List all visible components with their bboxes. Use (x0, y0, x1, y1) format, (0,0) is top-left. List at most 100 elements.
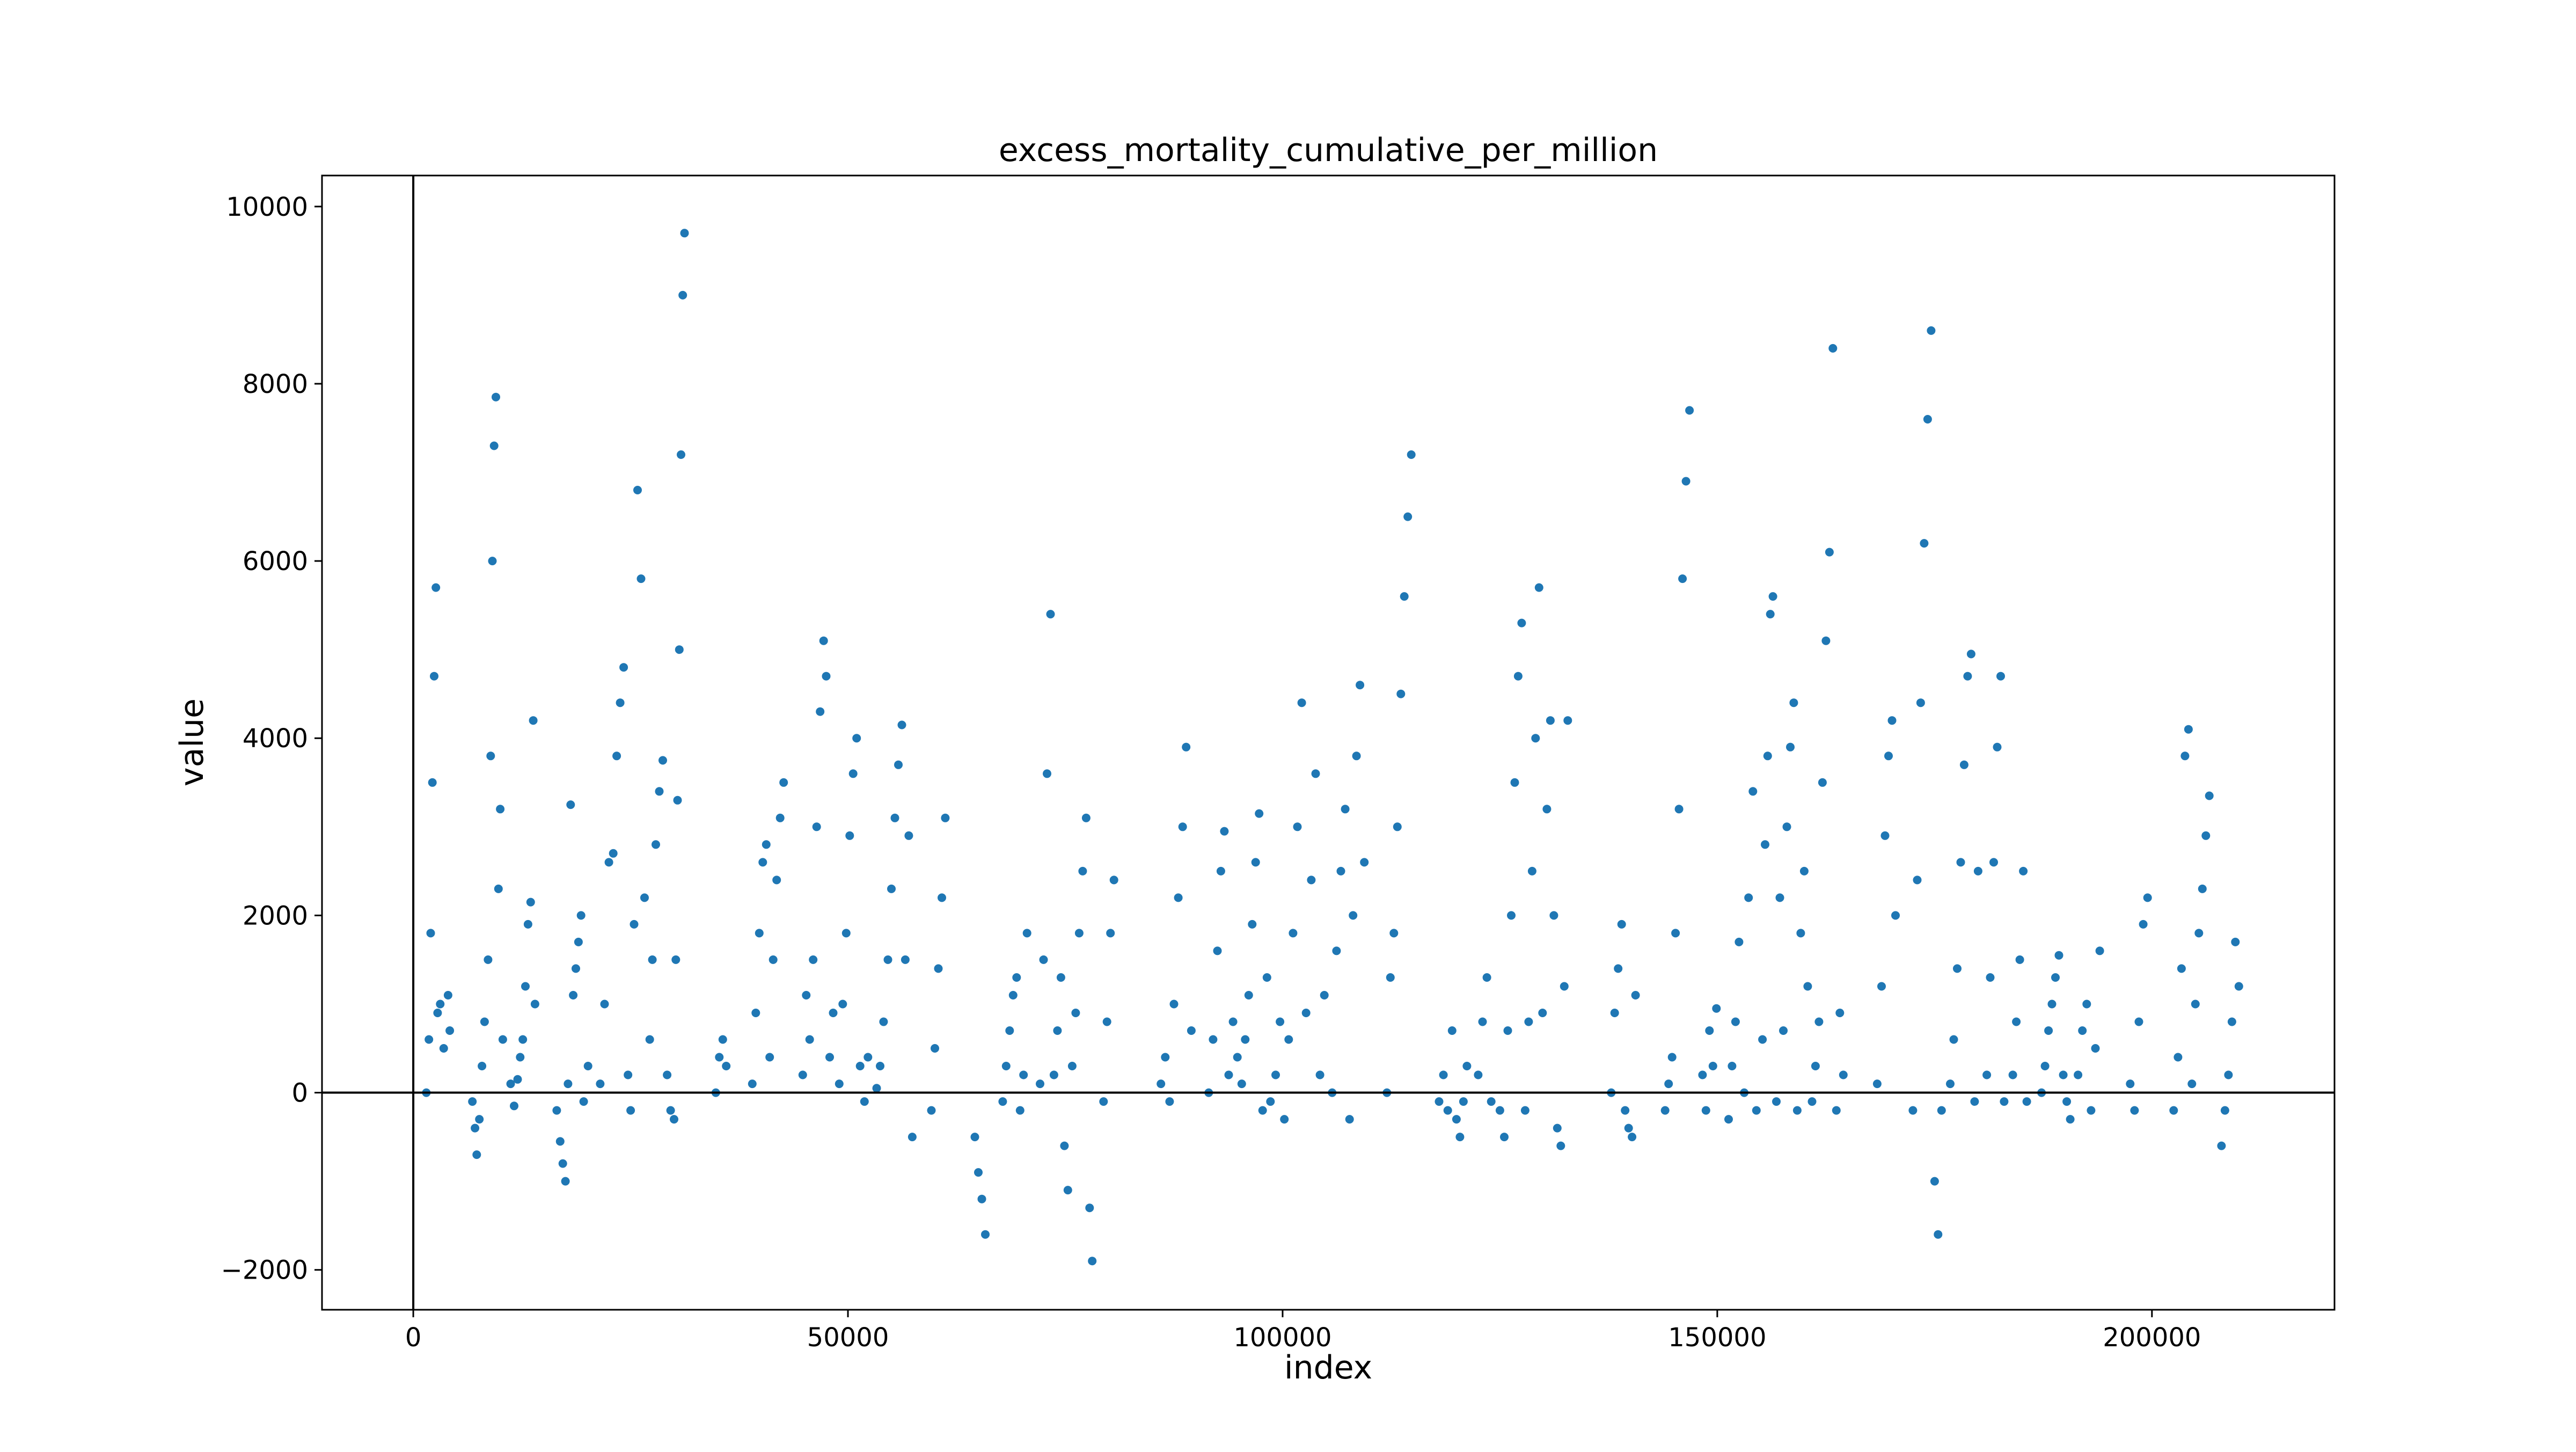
data-point (2022, 1097, 2031, 1106)
data-point (970, 1133, 979, 1142)
data-point (1872, 1079, 1882, 1089)
data-point (1920, 539, 1929, 548)
data-point (2059, 1070, 2068, 1079)
data-point (498, 1035, 507, 1044)
data-point (1685, 406, 1694, 415)
data-point (772, 875, 781, 885)
data-point (1546, 716, 1555, 725)
data-point (2082, 999, 2091, 1009)
data-point (1067, 1062, 1077, 1070)
data-point (1617, 920, 1626, 929)
data-point (769, 955, 778, 964)
data-point (626, 1106, 635, 1115)
data-point (1660, 1106, 1670, 1115)
data-point (1768, 592, 1777, 601)
data-point (1452, 1115, 1461, 1124)
data-point (658, 756, 667, 765)
data-point (829, 1009, 838, 1017)
data-point (1507, 911, 1516, 920)
data-point (619, 663, 628, 672)
data-point (715, 1053, 724, 1062)
data-point (1681, 477, 1690, 486)
data-point (1782, 822, 1791, 831)
data-point (1916, 698, 1925, 707)
data-point (1356, 681, 1365, 690)
data-point (1315, 1070, 1324, 1079)
data-point (1937, 1106, 1946, 1115)
data-point (428, 778, 437, 787)
data-point (1320, 991, 1329, 999)
data-point (1667, 1053, 1677, 1062)
data-point (1276, 1017, 1285, 1026)
data-point (655, 787, 664, 796)
data-point (1818, 778, 1827, 787)
data-point (2015, 955, 2024, 964)
data-point (1224, 1070, 1233, 1079)
data-point (2201, 831, 2211, 840)
data-point (2217, 1141, 2226, 1150)
data-point (1510, 778, 1519, 787)
data-point (492, 392, 500, 402)
data-point (1531, 734, 1540, 743)
data-point (2126, 1079, 2135, 1089)
data-point (1396, 689, 1406, 698)
data-point (489, 441, 499, 450)
data-point (1341, 805, 1350, 814)
data-point (671, 955, 680, 964)
data-point (2169, 1106, 2178, 1115)
data-point (1459, 1097, 1468, 1106)
chart-title: excess_mortality_cumulative_per_million (999, 132, 1658, 169)
data-point (529, 716, 538, 725)
data-point (1728, 1062, 1737, 1070)
data-point (1386, 973, 1395, 982)
data-point (678, 290, 687, 300)
data-point (1478, 1017, 1487, 1026)
data-point (1735, 937, 1744, 946)
data-point (652, 840, 660, 849)
data-point (1814, 1017, 1824, 1026)
plot-frame (321, 174, 2336, 1311)
data-point (1821, 636, 1831, 645)
data-point (1970, 1097, 1979, 1106)
data-point (468, 1097, 477, 1106)
data-point (2231, 937, 2240, 946)
data-point (1393, 822, 1402, 831)
data-point (1071, 1009, 1080, 1017)
data-point (872, 1084, 881, 1093)
data-point (616, 698, 625, 707)
data-point (1174, 893, 1183, 902)
data-point (1927, 326, 1936, 335)
data-point (779, 778, 788, 787)
data-point (812, 822, 821, 831)
data-point (1671, 929, 1680, 938)
data-point (645, 1035, 654, 1044)
data-point (1880, 831, 1890, 840)
data-point (1182, 742, 1191, 751)
data-point (1241, 1035, 1250, 1044)
data-point (530, 999, 539, 1009)
data-point (2187, 1079, 2197, 1089)
data-point (2198, 884, 2207, 893)
data-point (648, 955, 657, 964)
data-point (1345, 1115, 1354, 1124)
data-point (572, 964, 580, 973)
data-point (941, 813, 950, 822)
data-point (673, 796, 682, 805)
data-point (1474, 1070, 1483, 1079)
data-point (1664, 1079, 1673, 1089)
data-point (938, 893, 946, 902)
x-axis-label: index (1284, 1349, 1372, 1387)
x-tick-label: 150000 (1668, 1323, 1766, 1353)
data-point (1187, 1026, 1196, 1035)
data-point (1248, 920, 1257, 929)
data-point (1913, 875, 1922, 885)
data-point (755, 929, 764, 938)
data-point (1538, 1009, 1547, 1017)
data-point (1289, 929, 1298, 938)
data-point (2130, 1106, 2139, 1115)
data-point (670, 1115, 678, 1124)
data-point (663, 1070, 672, 1079)
data-point (472, 1150, 481, 1159)
